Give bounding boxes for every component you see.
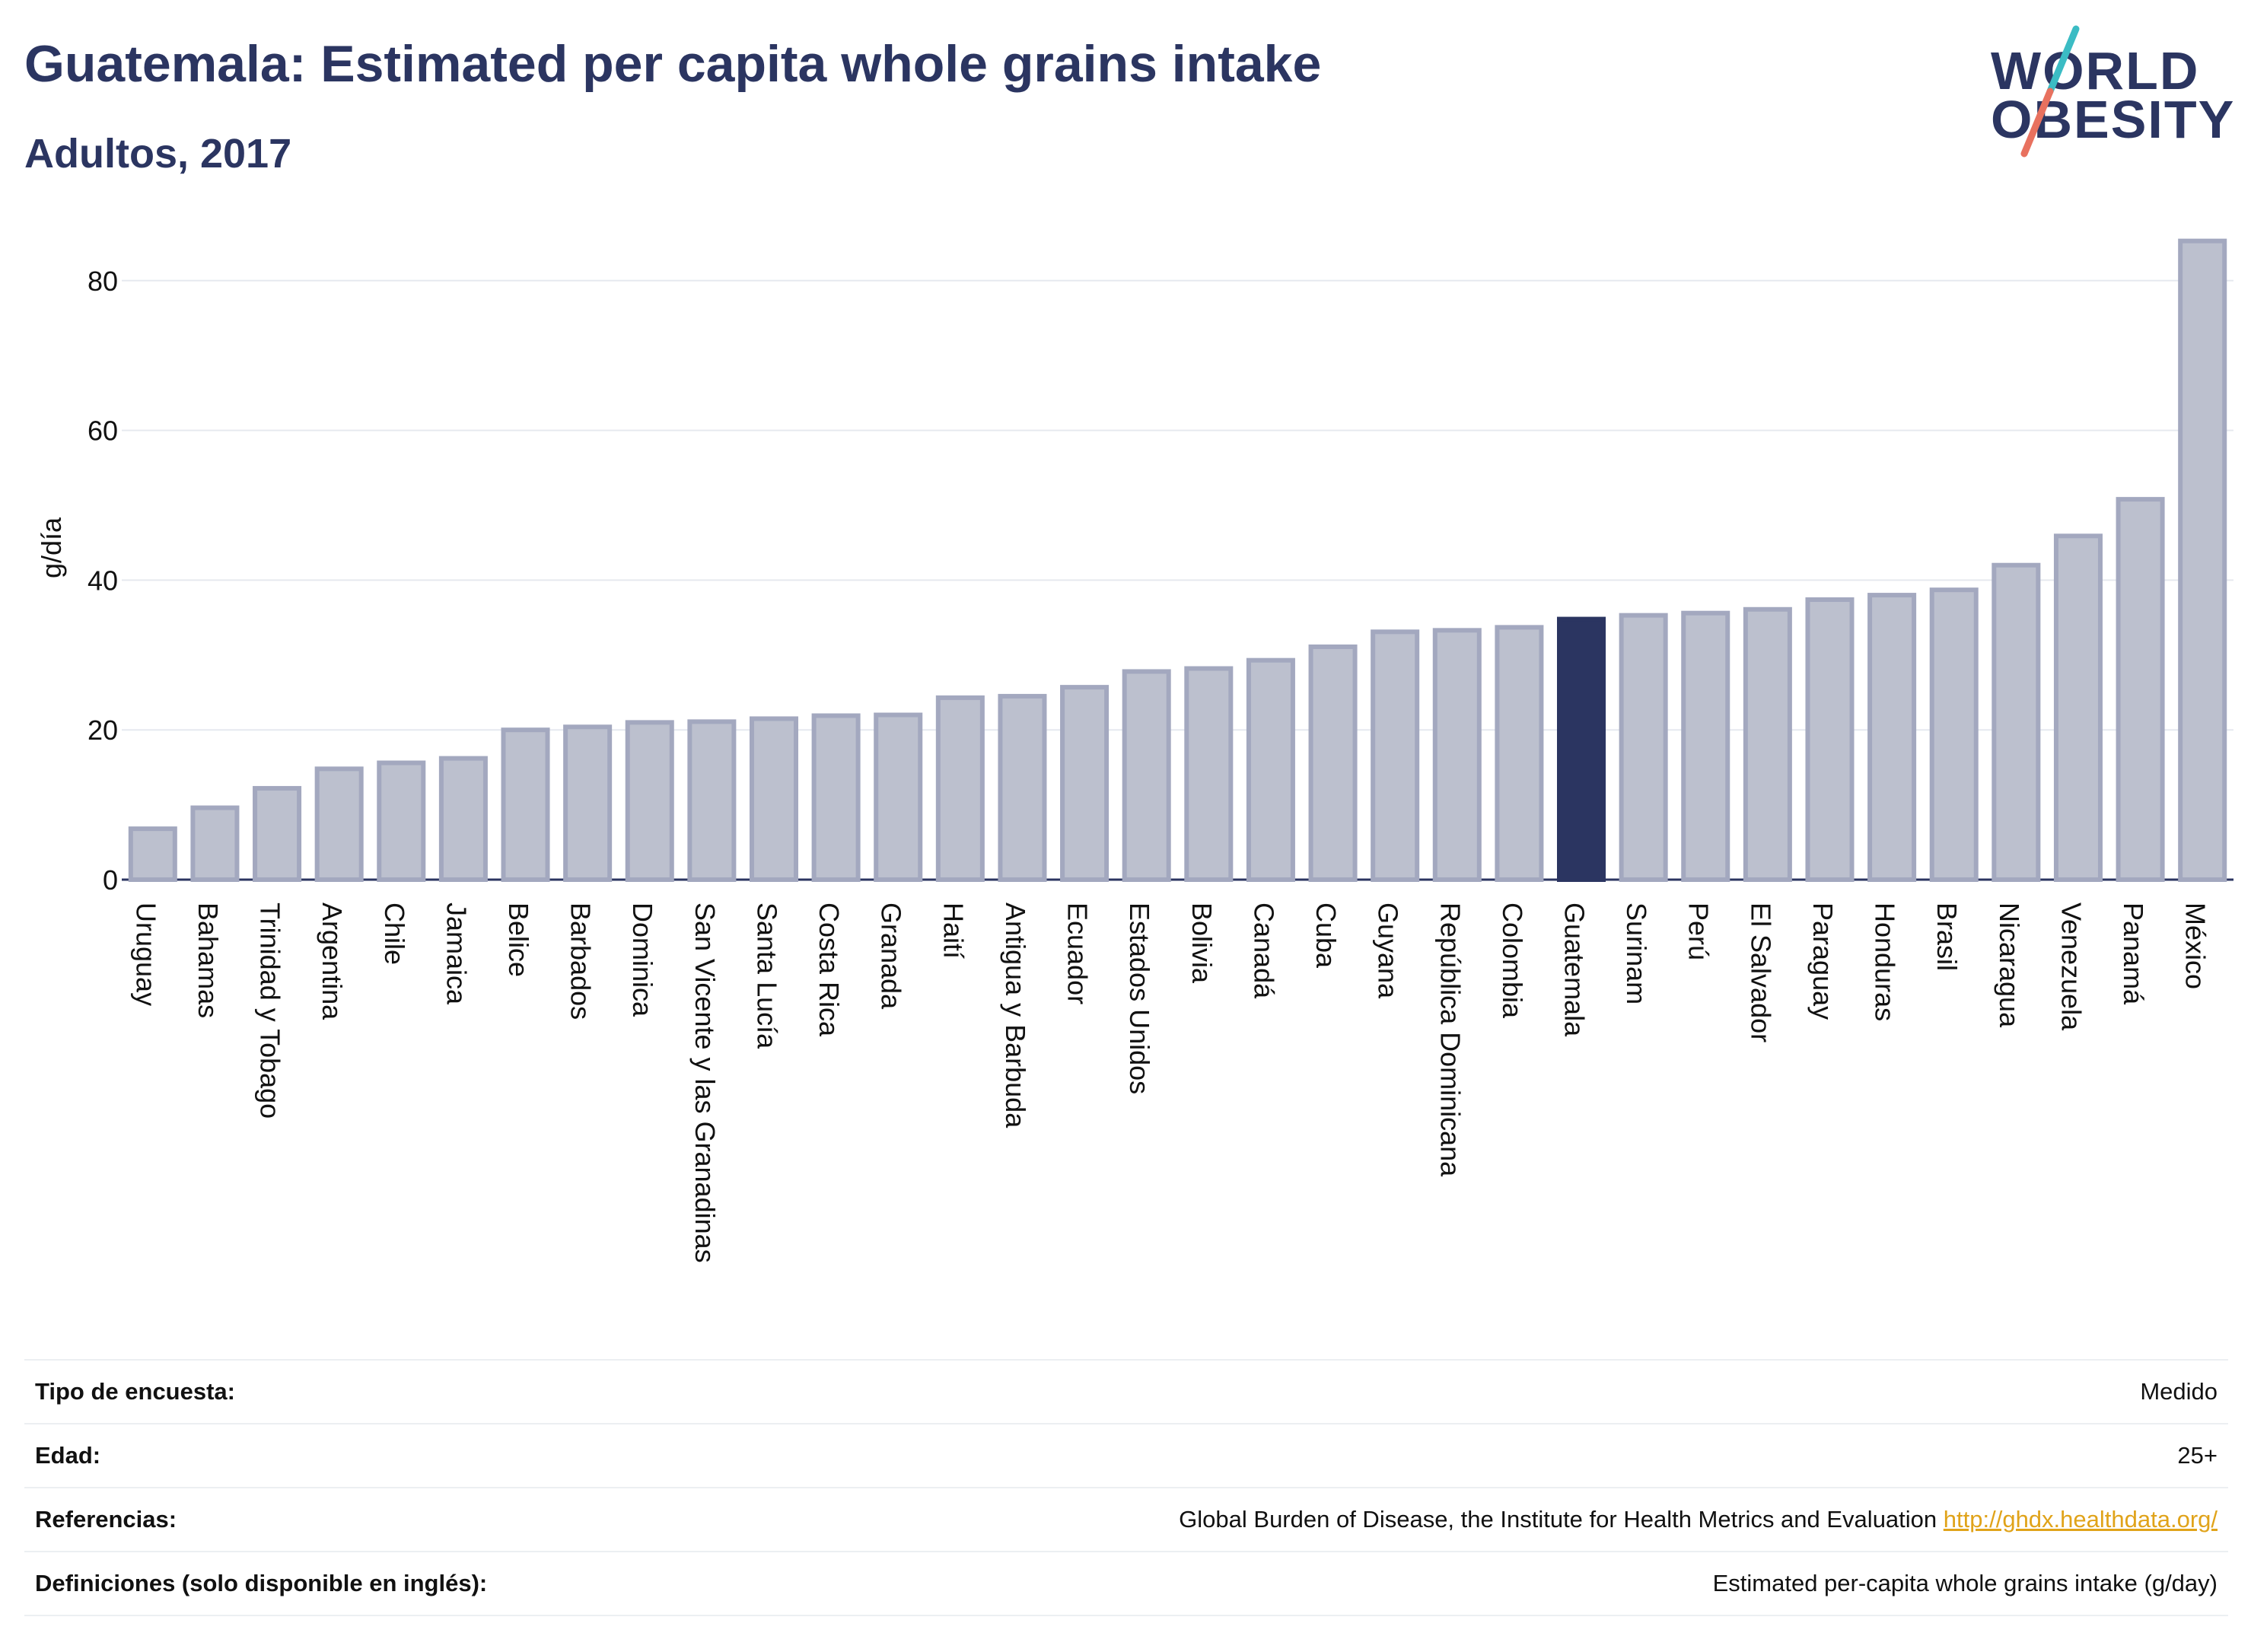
bar-rep-blica-dominicana [1432,628,1482,882]
x-tick-label: Dominica [627,902,658,1017]
x-tick-label: Antigua y Barbuda [1000,902,1031,1128]
bar-estados-unidos [1122,669,1171,882]
x-tick-label: Paraguay [1807,902,1839,1020]
bar-panam- [2116,497,2165,882]
bar-hait- [935,695,985,882]
bar-bolivia [1184,666,1234,883]
bar-guyana [1371,629,1420,883]
x-tick-label: Colombia [1497,902,1528,1019]
x-tick-label: República Dominicana [1434,902,1466,1177]
bar-san-vicente-y-las-granadinas [687,719,737,882]
x-tick-label: Argentina [317,902,348,1020]
bar-cuba [1308,644,1358,882]
bars [128,238,2227,883]
bar-costa-rica [811,713,861,883]
x-tick-label: Surinam [1621,902,1652,1004]
chart-title: Guatemala: Estimated per capita whole gr… [24,35,1322,93]
bar-guatemala [1557,616,1606,882]
x-tick-label: Ecuador [1062,902,1094,1004]
bar-argentina [314,766,364,882]
x-tick-label: Guyana [1373,902,1404,999]
x-tick-label: Perú [1683,902,1715,960]
references-value: Global Burden of Disease, the Institute … [1179,1506,2228,1533]
x-tick-label: Bolivia [1186,902,1218,984]
bar-uruguay [128,826,177,883]
logo-word-world: WORLD [1991,41,2200,100]
bar-santa-luc-a [749,716,798,882]
x-tick-label: Brasil [1931,902,1963,971]
gridlines [122,279,2233,881]
bar-nicaragua [1992,562,2041,882]
bar-brasil [1929,587,1979,882]
bar-barbados [563,724,613,882]
bar-granada [874,712,923,883]
references-label: Referencias: [35,1506,177,1533]
age-value: 25+ [2177,1442,2218,1469]
x-tick-label: Granada [876,902,907,1010]
definitions-label: Definiciones (solo disponible en inglés)… [35,1570,488,1596]
bar-chart: 0 20 40 60 80 Uruguay Bahamas Trinidad y Tobag… [88,238,2233,1263]
x-tick-label: Estados Unidos [1124,902,1155,1094]
x-tick-label: Panamá [2118,902,2149,1005]
y-tick-label: 80 [88,266,118,297]
meta-row-age: Edad: 25+ [24,1423,2228,1487]
references-text: Global Burden of Disease, the Institute … [1179,1506,1937,1533]
meta-row-references: Referencias: Global Burden of Disease, t… [24,1487,2228,1551]
x-tick-labels: Uruguay Bahamas Trinidad y Tobago Argentina… [130,902,2211,1263]
bar-venezuela [2053,533,2103,882]
x-tick-label: Santa Lucía [751,902,782,1049]
bar-el-salvador [1743,606,1792,882]
x-tick-label: Costa Rica [813,902,845,1037]
references-link[interactable]: http://ghdx.healthdata.org/ [1943,1506,2218,1533]
bar-jamaica [438,756,488,882]
meta-row-survey-type: Tipo de encuesta: Medido [24,1359,2228,1423]
x-tick-label: Nicaragua [1994,902,2025,1028]
x-tick-label: Cuba [1310,902,1342,969]
bar-trinidad-y-tobago [253,785,302,883]
logo-slash-icon [2020,25,2080,158]
x-tick-label: Bahamas [193,902,224,1018]
bar-per- [1681,610,1730,882]
x-tick-label: Belice [503,902,534,977]
bar-belice [501,727,550,883]
bar-colombia [1495,625,1544,883]
y-tick-label: 0 [103,864,118,896]
x-tick-label: Jamaica [441,902,472,1005]
bar-m-xico [2178,238,2227,882]
bar-paraguay [1805,597,1855,882]
x-tick-label: México [2180,902,2211,989]
x-tick-label: Venezuela [2055,902,2087,1031]
metadata-table: Tipo de encuesta: Medido Edad: 25+ Refer… [24,1359,2228,1616]
x-tick-label: El Salvador [1745,902,1776,1042]
y-tick-label: 60 [88,415,118,447]
x-tick-label: Uruguay [130,902,161,1006]
chart-subtitle: Adultos, 2017 [24,131,292,177]
x-tick-label: Chile [379,902,410,965]
meta-row-definitions: Definiciones (solo disponible en inglés)… [24,1551,2228,1616]
x-tick-label: Honduras [1870,902,1901,1021]
age-label: Edad: [35,1442,101,1469]
x-tick-label: Canadá [1248,902,1279,999]
bar-bahamas [190,805,240,883]
bar-ecuador [1060,685,1110,882]
y-tick-labels: 0 20 40 60 80 [88,266,118,896]
x-tick-label: Haití [938,902,969,959]
definitions-value: Estimated per-capita whole grains intake… [1712,1570,2218,1596]
survey-type-label: Tipo de encuesta: [35,1378,235,1405]
bar-dominica [625,720,674,882]
y-tick-label: 40 [88,565,118,596]
bar-surinam [1619,613,1668,882]
x-tick-label: Barbados [565,902,597,1020]
bar-chile [377,760,426,882]
world-obesity-logo: WORLD OBESITY [1986,23,2233,160]
y-tick-label: 20 [88,715,118,746]
survey-type-value: Medido [2140,1378,2218,1405]
x-tick-label: San Vicente y las Granadinas [689,902,721,1263]
bar-honduras [1867,593,1917,883]
bar-antigua-y-barbuda [998,693,1047,882]
x-tick-label: Trinidad y Tobago [255,902,286,1119]
x-tick-label: Guatemala [1559,902,1590,1037]
bar-canad- [1246,657,1295,882]
